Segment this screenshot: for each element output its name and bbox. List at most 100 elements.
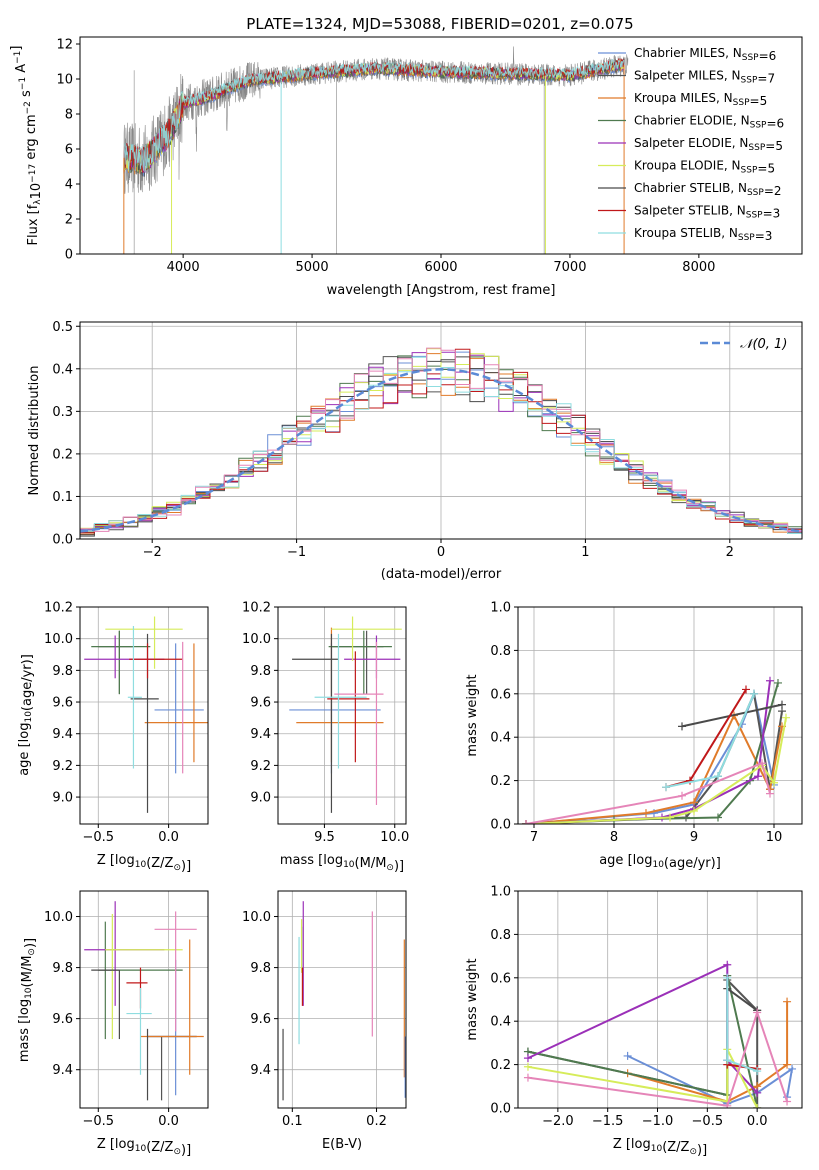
x-tick-label: −0.5 xyxy=(692,1114,724,1129)
y-tick-label: 9.0 xyxy=(52,791,73,806)
x-tick-label: 7 xyxy=(530,830,538,845)
y-tick-label: 1.0 xyxy=(490,885,511,900)
axes-frame xyxy=(277,890,407,1109)
y-tick-label: 0.8 xyxy=(490,644,511,659)
weight-marker xyxy=(666,813,674,822)
weight-line xyxy=(527,1009,789,1107)
label-part: Chabrier ELODIE, N xyxy=(634,114,750,128)
plot-area xyxy=(282,901,406,1101)
label-part: (Z/Z xyxy=(662,1140,689,1155)
x-tick-label: 10 xyxy=(766,830,783,845)
weight-line xyxy=(665,693,755,789)
weight-marker xyxy=(642,809,650,818)
label-part: SSP xyxy=(741,76,758,86)
label-part: ⊙ xyxy=(173,1147,181,1157)
massweight-vs-metallicity-panel: −2.0 −1.5 −1.0 −0.5 0.0 0.0 0.2 0.4 0.6 0.8 1.0 mas… xyxy=(465,885,803,1158)
y-tick-label: 0.2 xyxy=(52,447,73,462)
axes-frame xyxy=(79,321,803,540)
y-tick-label: 0.0 xyxy=(490,1102,511,1117)
weight-line xyxy=(525,682,779,824)
plot-area xyxy=(523,960,797,1108)
y-tick-label: 2 xyxy=(65,213,73,228)
label-part: =5 xyxy=(765,139,783,153)
weight-marker xyxy=(742,685,750,694)
x-tick-label: 1 xyxy=(581,545,589,560)
y-tick-label: 10.0 xyxy=(242,910,271,925)
label-part: Z [log xyxy=(97,853,135,868)
label-part: =3 xyxy=(755,229,773,243)
y-axis-label: mass weight xyxy=(465,674,480,756)
label-part: Kroupa MILES, N xyxy=(634,91,733,105)
x-tick-label: 9.5 xyxy=(314,830,335,845)
y-tick-label: 9.4 xyxy=(52,727,73,742)
legend-entry: Kroupa ELODIE, NSSP=5 xyxy=(634,159,775,176)
x-tick-label: −0.5 xyxy=(82,1114,114,1129)
plot-area xyxy=(289,616,402,813)
weight-marker xyxy=(678,722,686,731)
label-part: ⊙ xyxy=(386,863,394,873)
age-vs-mass-panel: 9.5 10.0 9.0 9.2 9.4 9.6 9.8 10.0 10.2 mass [log1… xyxy=(242,601,409,875)
legend-entry: Salpeter MILES, NSSP=7 xyxy=(634,69,775,86)
label-part: 10 xyxy=(343,860,355,870)
y-tick-label: 9.4 xyxy=(250,1063,271,1078)
label-part: =5 xyxy=(757,162,775,176)
weight-marker xyxy=(714,772,722,781)
label-part: Kroupa STELIB, N xyxy=(634,226,738,240)
label-part: Salpeter ELODIE, N xyxy=(634,136,748,150)
y-tick-label: 8 xyxy=(65,108,73,123)
y-tick-label: 10.0 xyxy=(44,910,73,925)
label-part: (Z/Z xyxy=(146,1140,173,1155)
x-tick-label: −2.0 xyxy=(542,1114,574,1129)
x-tick-label: 7000 xyxy=(553,260,586,275)
mass-vs-ebv-panel: 0.1 0.2 9.4 9.6 9.8 10.0 E(B-V) xyxy=(242,890,407,1152)
weight-line xyxy=(525,717,787,824)
label-part: )] xyxy=(394,859,404,874)
x-tick-label: 0.0 xyxy=(747,1114,768,1129)
label-part: ] xyxy=(9,46,24,51)
weight-line xyxy=(726,987,758,1012)
label-part: 10 xyxy=(29,183,44,200)
y-tick-label: 9.6 xyxy=(250,696,271,711)
x-tick-label: 2 xyxy=(726,545,734,560)
label-part: (M/M xyxy=(20,956,35,988)
label-part: −17 xyxy=(28,164,38,183)
x-tick-label: 0.2 xyxy=(366,1114,387,1129)
y-tick-label: 0.0 xyxy=(52,533,73,548)
y-axis-label: age [log10(age/yr)] xyxy=(17,654,35,776)
y-tick-label: 0.4 xyxy=(490,731,511,746)
weight-line xyxy=(527,1048,759,1108)
y-tick-label: 0.6 xyxy=(490,687,511,702)
weight-marker xyxy=(662,783,670,792)
x-tick-label: −2 xyxy=(143,545,162,560)
x-tick-label: 0.1 xyxy=(282,1114,303,1129)
label-part: SSP xyxy=(738,233,755,243)
y-tick-label: 9.2 xyxy=(52,759,73,774)
x-tick-label: 6000 xyxy=(424,260,457,275)
weight-marker xyxy=(753,1088,762,1097)
histogram-series xyxy=(80,347,802,533)
spectrum-panel: 4000 5000 6000 7000 8000 0 2 4 6 8 10 12 wavelength … xyxy=(9,36,803,298)
label-part: (Z/Z xyxy=(146,856,173,871)
label-part: Flux [f xyxy=(26,204,41,245)
weight-line xyxy=(525,690,775,824)
x-tick-label: 4000 xyxy=(167,260,200,275)
y-tick-label: 0.4 xyxy=(490,1015,511,1030)
weight-marker xyxy=(782,713,790,722)
x-tick-label: −1.0 xyxy=(642,1114,674,1129)
age-vs-metallicity-panel: −0.5 0.09.09.29.49.69.810.010.2Z [log10(Z… xyxy=(17,601,209,874)
weight-marker xyxy=(523,1062,532,1071)
label-part: )] xyxy=(23,938,38,948)
label-part: Kroupa ELODIE, N xyxy=(634,159,741,173)
weight-marker xyxy=(753,1104,762,1108)
weight-marker xyxy=(754,772,762,781)
x-axis-label: E(B-V) xyxy=(322,1137,362,1152)
y-tick-label: 0.1 xyxy=(52,490,73,505)
legend-entry: Salpeter STELIB, NSSP=3 xyxy=(634,204,780,221)
weight-marker xyxy=(723,1056,732,1065)
x-axis-label: Z [log10(Z/Z⊙)] xyxy=(613,1137,707,1158)
axes-frame xyxy=(79,36,803,255)
y-tick-label: 6 xyxy=(65,143,73,158)
plot-area xyxy=(84,616,208,813)
weight-marker xyxy=(766,789,774,798)
